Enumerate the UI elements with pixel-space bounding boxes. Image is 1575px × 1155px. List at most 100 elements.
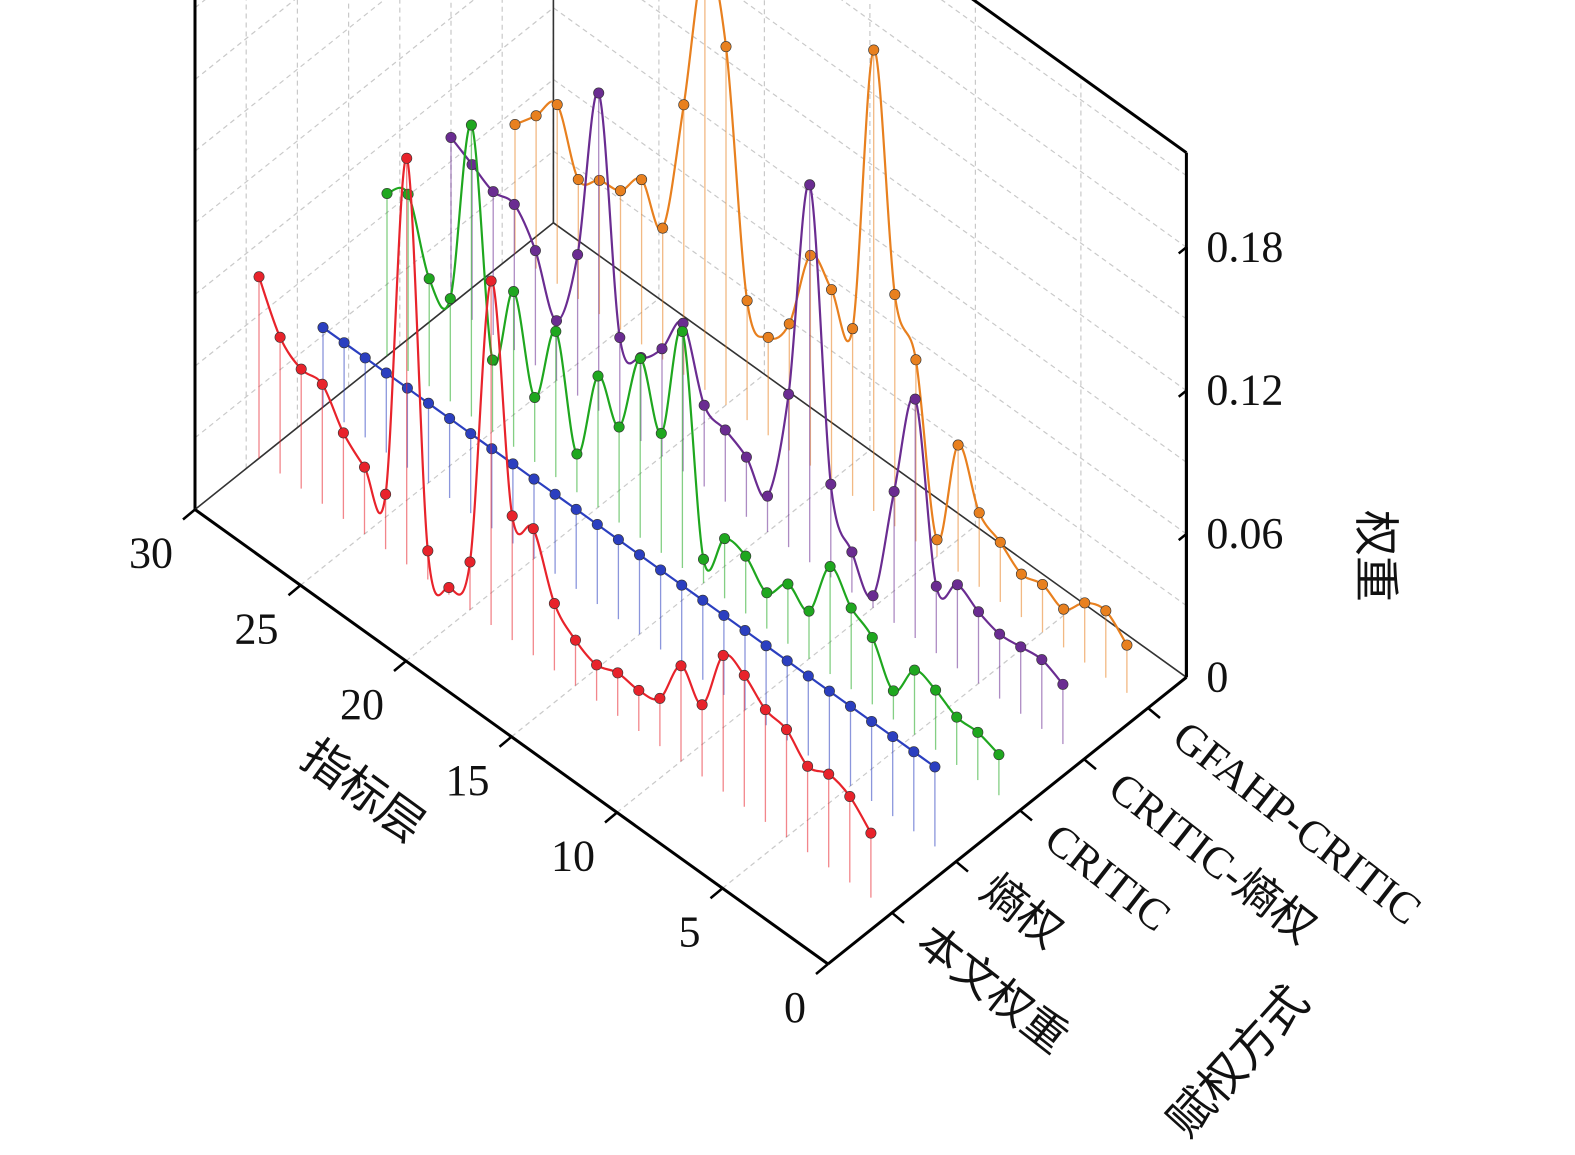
z-tick — [1177, 532, 1188, 542]
depth-tick — [955, 860, 969, 873]
data-point — [823, 768, 835, 780]
data-point — [678, 99, 690, 111]
data-point — [930, 684, 942, 696]
z-axis-title: 权重 — [1349, 510, 1403, 602]
x-tick — [815, 963, 829, 975]
data-point — [593, 174, 605, 186]
x-tick-label: 15 — [446, 756, 490, 805]
data-point — [887, 685, 899, 697]
data-point — [719, 533, 731, 545]
data-point — [528, 473, 540, 485]
data-point — [487, 186, 499, 198]
x-tick — [182, 508, 196, 521]
data-point — [570, 503, 582, 515]
data-point — [464, 556, 476, 568]
data-point — [655, 427, 667, 439]
depth-tick — [1083, 758, 1097, 771]
data-point — [654, 692, 666, 704]
data-point — [951, 711, 963, 723]
data-point — [697, 594, 709, 606]
z-tick-label: 0.18 — [1206, 222, 1283, 271]
data-point — [613, 421, 625, 433]
data-point — [380, 488, 392, 500]
z-tick — [1177, 246, 1188, 255]
data-point — [507, 458, 519, 470]
data-point — [824, 561, 836, 573]
series-line — [257, 157, 872, 834]
z-tick — [1177, 676, 1188, 685]
data-point — [633, 684, 645, 696]
data-point — [317, 322, 329, 334]
data-point — [591, 518, 603, 530]
data-point — [952, 439, 964, 451]
data-point — [804, 179, 816, 191]
data-point — [973, 507, 985, 519]
data-point — [636, 174, 648, 186]
data-point — [825, 284, 837, 296]
data-point — [696, 699, 708, 711]
tick-layer: 05101520253000.060.120.18本文权重熵权CRITICCRI… — [129, 222, 1430, 1063]
data-point — [887, 731, 899, 743]
data-point — [1100, 605, 1112, 617]
series-axis-label: 熵权 — [972, 865, 1072, 958]
data-point — [930, 580, 942, 592]
data-point — [972, 726, 984, 738]
data-point — [530, 110, 542, 122]
data-point — [825, 478, 837, 490]
data-point — [738, 669, 750, 681]
data-point — [1036, 654, 1048, 666]
data-point — [316, 378, 328, 390]
data-point — [844, 700, 856, 712]
data-point — [1079, 597, 1091, 609]
data-point — [656, 343, 668, 355]
data-point — [759, 704, 771, 716]
data-point — [486, 443, 498, 455]
data-point — [548, 598, 560, 610]
data-point — [295, 363, 307, 375]
data-point — [593, 87, 605, 99]
x-tick — [393, 660, 407, 672]
data-point — [1015, 641, 1027, 653]
data-point — [720, 41, 732, 53]
series-layer — [253, 0, 1133, 898]
data-point — [337, 427, 349, 439]
data-point — [993, 749, 1005, 761]
data-point — [550, 325, 562, 337]
data-point — [444, 293, 456, 305]
data-point — [908, 746, 920, 758]
data-point — [910, 354, 922, 366]
data-point — [486, 354, 498, 366]
series-CRITIC — [381, 119, 1005, 796]
data-point — [888, 485, 900, 497]
x-tick-label: 20 — [340, 680, 384, 729]
depth-tick — [1019, 809, 1033, 822]
data-point — [423, 273, 435, 285]
data-point — [527, 523, 539, 535]
series-line — [386, 123, 1000, 756]
data-point — [443, 581, 455, 593]
depth-tick — [891, 911, 905, 924]
data-point — [338, 337, 350, 349]
data-point — [614, 185, 626, 197]
data-point — [422, 397, 434, 409]
data-point — [783, 318, 795, 330]
data-point — [508, 198, 520, 210]
data-point — [614, 332, 626, 344]
grid-line — [194, 0, 1187, 248]
data-point — [401, 152, 413, 164]
data-point — [718, 609, 730, 621]
data-point — [909, 393, 921, 405]
data-point — [508, 286, 520, 298]
data-point — [865, 827, 877, 839]
data-point — [634, 353, 646, 365]
grid-line — [194, 0, 1187, 177]
data-point — [1121, 639, 1133, 651]
data-point — [676, 579, 688, 591]
data-point — [845, 602, 857, 614]
x-tick-label: 25 — [235, 604, 279, 653]
frame-edge — [827, 676, 1188, 966]
x-tick — [498, 735, 513, 748]
data-point — [572, 249, 584, 261]
data-point — [591, 659, 603, 671]
